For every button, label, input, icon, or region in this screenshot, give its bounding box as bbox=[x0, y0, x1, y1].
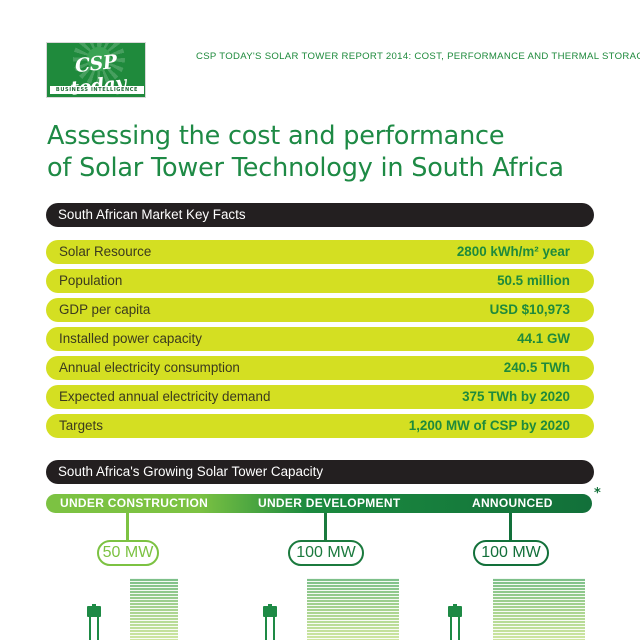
storage-block-icon bbox=[537, 578, 563, 640]
csp-today-logo: CSP today BUSINESS INTELLIGENCE bbox=[46, 42, 146, 98]
solar-tower-icon bbox=[262, 604, 280, 640]
fact-row-targets: Targets 1,200 MW of CSP by 2020 bbox=[46, 414, 594, 438]
stage-label-under-development: UNDER DEVELOPMENT bbox=[258, 496, 401, 510]
fact-row-expected-demand: Expected annual electricity demand 375 T… bbox=[46, 385, 594, 409]
storage-block-icon bbox=[152, 578, 178, 640]
report-title: CSP TODAY'S SOLAR TOWER REPORT 2014: COS… bbox=[196, 51, 640, 62]
mw-badge-announced: 100 MW bbox=[473, 540, 549, 566]
fact-value: 375 TWh by 2020 bbox=[462, 389, 570, 404]
fact-label: Targets bbox=[59, 418, 103, 433]
key-facts-heading: South African Market Key Facts bbox=[46, 203, 594, 227]
footnote-asterisk: * bbox=[594, 486, 601, 501]
storage-block-icon bbox=[351, 578, 377, 640]
storage-block-icon bbox=[130, 578, 156, 640]
fact-label: Installed power capacity bbox=[59, 331, 202, 346]
storage-block-icon bbox=[515, 578, 541, 640]
solar-tower-icon bbox=[86, 604, 104, 640]
fact-label: Annual electricity consumption bbox=[59, 360, 240, 375]
mw-badge-under-development: 100 MW bbox=[288, 540, 364, 566]
fact-row-consumption: Annual electricity consumption 240.5 TWh bbox=[46, 356, 594, 380]
solar-tower-icon bbox=[447, 604, 465, 640]
fact-value: 50.5 million bbox=[497, 273, 570, 288]
mw-badge-under-construction: 50 MW bbox=[97, 540, 159, 566]
fact-row-gdp: GDP per capita USD $10,973 bbox=[46, 298, 594, 322]
fact-label: Expected annual electricity demand bbox=[59, 389, 271, 404]
page-title: Assessing the cost and performance of So… bbox=[47, 120, 607, 184]
fact-value: 1,200 MW of CSP by 2020 bbox=[408, 418, 570, 433]
fact-value: USD $10,973 bbox=[489, 302, 570, 317]
fact-label: GDP per capita bbox=[59, 302, 151, 317]
storage-block-icon bbox=[559, 578, 585, 640]
fact-row-population: Population 50.5 million bbox=[46, 269, 594, 293]
storage-block-icon bbox=[493, 578, 519, 640]
fact-label: Solar Resource bbox=[59, 244, 152, 259]
storage-block-icon bbox=[373, 578, 399, 640]
fact-label: Population bbox=[59, 273, 123, 288]
fact-row-installed-capacity: Installed power capacity 44.1 GW bbox=[46, 327, 594, 351]
connector-line bbox=[324, 513, 327, 541]
fact-value: 2800 kWh/m² year bbox=[456, 244, 570, 259]
storage-block-icon bbox=[329, 578, 355, 640]
page-title-line-1: Assessing the cost and performance bbox=[47, 121, 505, 151]
storage-block-icon bbox=[307, 578, 333, 640]
logo-tagline: BUSINESS INTELLIGENCE bbox=[50, 86, 144, 94]
fact-row-solar-resource: Solar Resource 2800 kWh/m² year bbox=[46, 240, 594, 264]
fact-value: 240.5 TWh bbox=[503, 360, 570, 375]
page-title-line-2: of Solar Tower Technology in South Afric… bbox=[47, 153, 564, 183]
capacity-timeline: UNDER CONSTRUCTION UNDER DEVELOPMENT ANN… bbox=[46, 494, 592, 513]
capacity-heading: South Africa's Growing Solar Tower Capac… bbox=[46, 460, 594, 484]
sun-icon bbox=[73, 43, 125, 85]
connector-line bbox=[509, 513, 512, 541]
connector-line bbox=[126, 513, 129, 541]
stage-label-announced: ANNOUNCED bbox=[472, 496, 553, 510]
stage-label-under-construction: UNDER CONSTRUCTION bbox=[60, 496, 209, 510]
fact-value: 44.1 GW bbox=[517, 331, 570, 346]
